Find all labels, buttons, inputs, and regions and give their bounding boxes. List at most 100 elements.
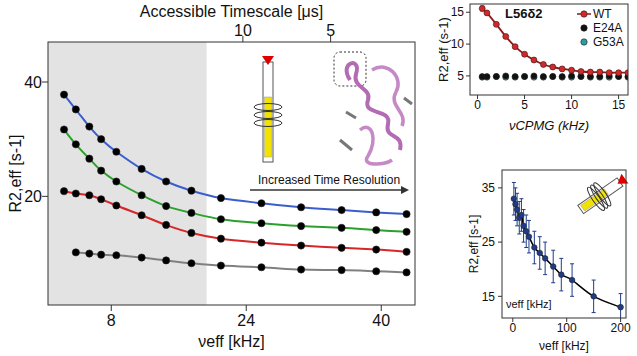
data-point [522, 74, 528, 80]
x-tick-label: 10 [565, 98, 579, 112]
data-point [526, 234, 532, 240]
data-point [616, 70, 622, 76]
data-point [537, 250, 543, 256]
data-point [550, 74, 556, 80]
data-point [113, 202, 120, 209]
data-point [550, 264, 556, 270]
top-tick-label: 5 [326, 22, 335, 39]
y-tick [498, 296, 502, 297]
data-point [86, 155, 93, 162]
data-point [503, 73, 509, 79]
data-point [188, 260, 195, 267]
error-bar [480, 6, 484, 11]
data-point [258, 220, 265, 227]
data-point [138, 212, 145, 219]
data-point [72, 106, 79, 113]
y-tick [498, 242, 502, 243]
loop [340, 98, 412, 150]
markers [60, 188, 410, 256]
markers [72, 249, 410, 276]
error-bar [592, 280, 596, 313]
y-tick-label: 15 [451, 5, 465, 19]
series-line [64, 95, 407, 215]
data-point [298, 242, 305, 249]
error-bar [543, 242, 547, 275]
y-tick-label: 35 [482, 181, 496, 195]
data-point [587, 69, 593, 75]
data-point [138, 192, 145, 199]
data-point [559, 74, 565, 80]
y-tick-label: 20 [24, 188, 42, 205]
markers [479, 5, 628, 75]
data-point [569, 73, 575, 79]
data-point [523, 228, 529, 234]
data-point [138, 254, 145, 261]
data-point [403, 269, 410, 276]
error-bar [570, 264, 574, 297]
x-tick-label: 8 [107, 312, 116, 329]
y-tick-label: 10 [451, 37, 465, 51]
legend-label: E24A [593, 21, 622, 35]
x-tick-label: 100 [557, 321, 577, 335]
data-point [550, 64, 556, 70]
plot-area [479, 5, 628, 80]
error-bar [527, 220, 531, 253]
data-point [98, 251, 105, 258]
data-point [531, 73, 537, 79]
protein-icon [334, 52, 412, 164]
arrow-head [401, 186, 409, 194]
error-bar [522, 210, 526, 243]
data-point [60, 126, 67, 133]
chart: 0100200152535νeff [kHz]R2,eff [s-1]νeff … [467, 167, 633, 353]
data-point [542, 256, 548, 262]
series-line [64, 191, 407, 252]
data-point [163, 178, 170, 185]
y-tick [42, 196, 48, 197]
data-point [113, 178, 120, 185]
data-point [298, 223, 305, 230]
data-point [618, 304, 624, 310]
data-point [338, 206, 345, 213]
x-tick-label: 0 [474, 98, 481, 112]
data-point [531, 57, 537, 63]
markers [479, 74, 628, 81]
data-point [338, 267, 345, 274]
error-bar [538, 237, 542, 270]
data-point [258, 239, 265, 246]
legend-label: WT [593, 7, 612, 21]
x-tick-label: 200 [611, 321, 631, 335]
rotor-icon [254, 56, 282, 162]
data-point [217, 235, 224, 242]
x-tick-label: 5 [521, 98, 528, 112]
data-point [217, 216, 224, 223]
y-tick [42, 82, 48, 83]
markers [60, 126, 410, 236]
data-point [532, 245, 538, 251]
legend-label: G53A [593, 35, 624, 49]
data-point [493, 74, 499, 80]
data-point [540, 74, 546, 80]
data-point [559, 66, 565, 72]
data-point [512, 74, 518, 80]
frame [48, 42, 415, 305]
data-point [597, 69, 603, 75]
data-point [72, 190, 79, 197]
legend-marker [581, 11, 587, 17]
data-point [60, 188, 67, 195]
data-point [479, 5, 485, 11]
highlight-box [334, 52, 366, 86]
data-point [569, 277, 575, 283]
data-point [258, 200, 265, 207]
chart: 05101551015νCPMG (kHz)R2,eff (s-1)WTE24A… [436, 4, 631, 133]
data-point [403, 248, 410, 255]
x-tick-label: 15 [612, 98, 626, 112]
x-tick [111, 305, 112, 311]
data-point [540, 74, 546, 80]
error-bar [515, 193, 519, 226]
data-point [113, 252, 120, 259]
markers [60, 91, 410, 218]
x-tick-label: 0 [509, 321, 516, 335]
y-axis-title: R2,eff [s-1] [7, 135, 24, 213]
rotor-icon [573, 167, 633, 221]
data-point [484, 74, 490, 80]
